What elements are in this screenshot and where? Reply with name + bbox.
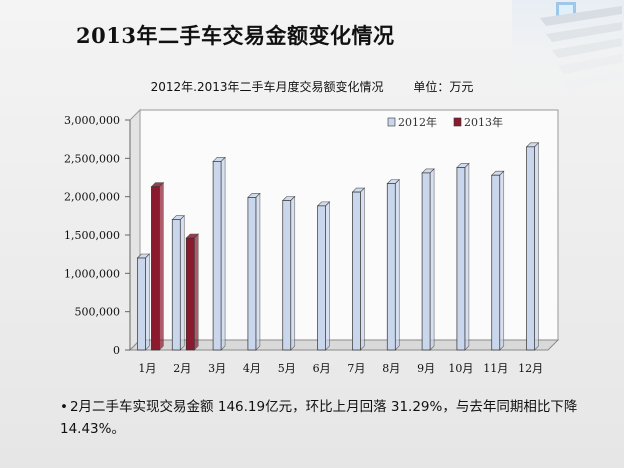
series-2012-bar-side (255, 192, 261, 351)
y-tick-label: 0 (113, 344, 120, 357)
staircase-decoration (512, 0, 624, 110)
x-tick-label: 7月 (347, 362, 365, 375)
series-2012-bar-side (499, 170, 505, 351)
series-2012-bar (386, 183, 396, 351)
chart-title: 2012年.2013年二手车月度交易额变化情况 (150, 80, 384, 94)
series-2012-bar (137, 257, 146, 351)
series-2012-bar-side (534, 142, 539, 351)
legend-label: 2013年 (464, 115, 503, 129)
bullet-icon: • (60, 399, 68, 415)
chart-unit-label: 单位：万元 (413, 80, 474, 94)
series-2012-bar-side (290, 195, 296, 351)
y-tick-label: 3,000,000 (64, 114, 120, 127)
plot-floor (128, 339, 560, 351)
series-2012-bar-side (394, 178, 400, 351)
series-2012-bar (421, 172, 431, 351)
y-tick-label: 2,500,000 (64, 152, 120, 165)
slide-title: 2013年二手车交易金额变化情况 (76, 23, 395, 48)
series-2012-bar (247, 197, 257, 351)
chart-heading-line: 2012年.2013年二手车月度交易额变化情况 单位：万元 (0, 78, 624, 95)
series-2012-bar (456, 167, 466, 351)
x-tick-label: 5月 (278, 362, 296, 375)
series-2012-bar-side (464, 162, 470, 351)
x-tick-label: 4月 (243, 362, 261, 375)
series-2012-bar (212, 161, 222, 351)
series-2012-bar (171, 219, 181, 351)
series-2012-bar (317, 205, 326, 351)
series-2012-bar-side (360, 187, 365, 351)
x-tick-label: 2月 (173, 362, 191, 375)
x-tick-label: 11月 (483, 362, 508, 375)
summary-bullet: • 2月二手车实现交易金额 146.19亿元，环比上月回落 31.29%，与去年同… (60, 396, 620, 440)
legend-swatch (387, 117, 396, 127)
legend-label: 2012年 (398, 115, 437, 129)
series-2012-bar-side (179, 214, 185, 351)
series-2013-bar (185, 237, 195, 351)
x-tick-label: 10月 (448, 362, 473, 375)
series-2012-bar-side (325, 201, 330, 351)
series-2012-bar (526, 146, 535, 351)
plot-back-wall (139, 109, 559, 341)
series-2012-bar-side (220, 156, 226, 351)
series-2012-bar-side (145, 253, 150, 351)
x-tick-label: 9月 (417, 362, 435, 375)
x-tick-label: 1月 (138, 362, 156, 375)
series-2012-bar-side (429, 168, 435, 351)
series-2012-bar (352, 191, 361, 351)
x-tick-label: 8月 (382, 362, 400, 375)
x-tick-label: 6月 (313, 362, 331, 375)
x-tick-label: 12月 (518, 362, 543, 375)
y-tick-label: 1,000,000 (64, 267, 120, 280)
legend-swatch (453, 117, 462, 127)
y-tick-label: 1,500,000 (64, 229, 120, 242)
series-2013-bar (151, 186, 160, 351)
y-tick-label: 2,000,000 (64, 191, 120, 204)
summary-text: 2月二手车实现交易金额 146.19亿元，环比上月回落 31.29%，与去年同期… (60, 399, 578, 437)
series-2013-bar-side (159, 181, 164, 351)
series-2013-bar-side (193, 233, 199, 351)
series-2012-bar (491, 174, 501, 351)
series-2012-bar (282, 200, 292, 351)
x-tick-label: 3月 (208, 362, 226, 375)
y-tick-label: 500,000 (75, 306, 121, 319)
